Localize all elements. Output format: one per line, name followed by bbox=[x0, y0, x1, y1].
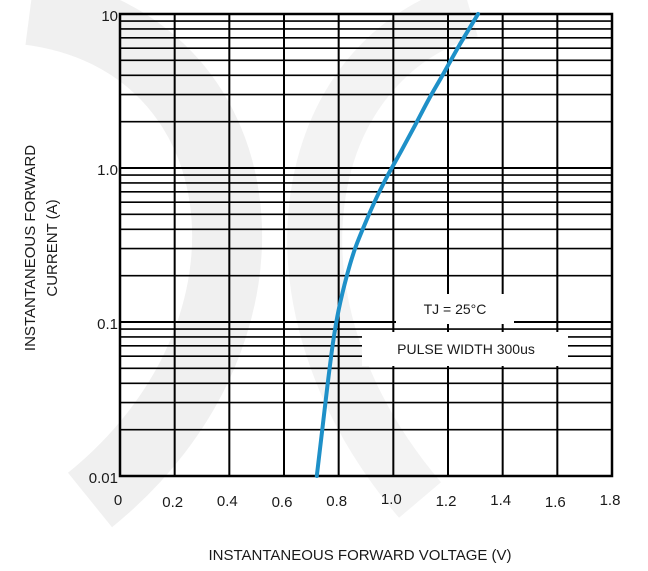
annotation-box bbox=[362, 332, 568, 366]
y-axis-title-line2: CURRENT (A) bbox=[44, 199, 61, 296]
x-axis-title: INSTANTANEOUS FORWARD VOLTAGE (V) bbox=[208, 547, 511, 564]
x-tick-label: 0.4 bbox=[217, 493, 238, 510]
annotation-text: TJ = 25°C bbox=[424, 301, 487, 317]
annotations: TJ = 25°C PULSE WIDTH 300us bbox=[362, 294, 568, 366]
x-tick-label: 1.2 bbox=[436, 493, 457, 510]
x-tick-label: 0.8 bbox=[326, 493, 347, 510]
x-tick-label: 0.6 bbox=[272, 494, 293, 511]
annotation-text: PULSE WIDTH 300us bbox=[397, 341, 535, 357]
y-tick-label: 1.0 bbox=[97, 162, 118, 179]
grid bbox=[118, 12, 614, 478]
forward-current-curve bbox=[314, 12, 481, 478]
x-tick-label: 1.0 bbox=[381, 491, 402, 508]
x-tick-label: 0 bbox=[114, 492, 122, 509]
x-tick-label: 1.8 bbox=[600, 492, 621, 509]
y-tick-labels: 10 1.0 0.1 0.01 bbox=[89, 8, 118, 487]
y-tick-label: 10 bbox=[101, 8, 118, 25]
annotation-box bbox=[396, 294, 514, 324]
y-tick-label: 0.1 bbox=[97, 316, 118, 333]
x-tick-label: 0.2 bbox=[162, 494, 183, 511]
x-tick-label: 1.4 bbox=[490, 492, 511, 509]
x-tick-labels: 0 0.2 0.4 0.6 0.8 1.0 1.2 1.4 1.6 1.8 bbox=[114, 491, 621, 511]
plot-area bbox=[120, 14, 612, 476]
y-axis-title-line1: INSTANTANEOUS FORWARD bbox=[22, 145, 39, 351]
x-tick-label: 1.6 bbox=[545, 494, 566, 511]
y-tick-label: 0.01 bbox=[89, 470, 118, 487]
plot-frame bbox=[118, 12, 614, 478]
y-axis-title: INSTANTANEOUS FORWARD CURRENT (A) bbox=[22, 145, 61, 351]
